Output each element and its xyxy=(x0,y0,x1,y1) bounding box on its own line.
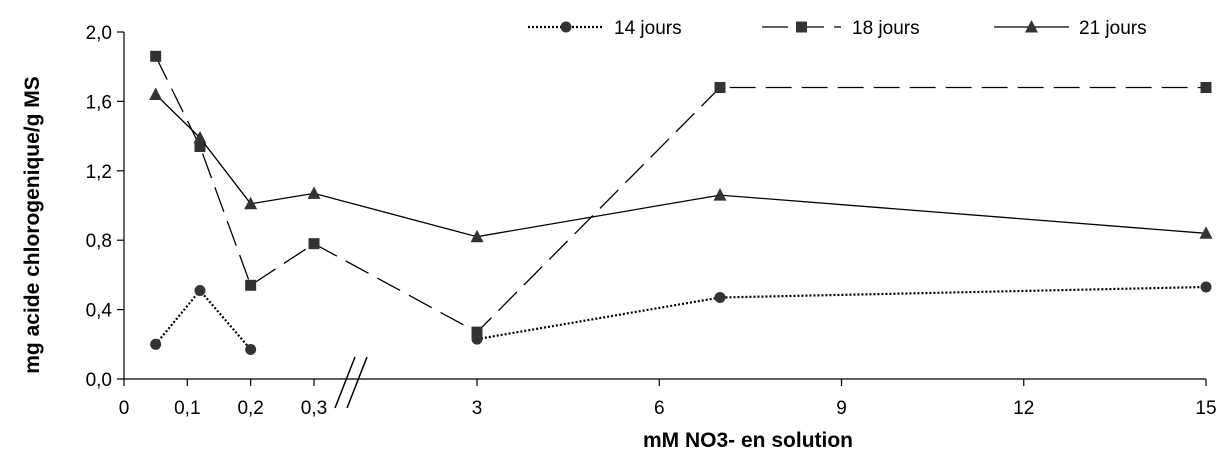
data-point xyxy=(244,196,258,210)
y-tick-label: 2,0 xyxy=(86,23,112,44)
data-point xyxy=(307,186,321,199)
legend-item: 18 jours xyxy=(762,18,920,39)
data-point xyxy=(713,188,727,201)
series-18-jours xyxy=(150,50,1212,338)
data-point xyxy=(1199,226,1213,239)
data-point xyxy=(193,130,207,144)
data-point xyxy=(714,82,726,94)
axis-break-mark xyxy=(334,356,356,409)
y-tick-label: 0,0 xyxy=(86,370,112,391)
x-tick-label: 0,2 xyxy=(237,398,263,419)
data-point xyxy=(1200,82,1212,94)
x-tick-label: 12 xyxy=(1013,398,1034,419)
data-point xyxy=(149,87,163,100)
x-tick-label: 0 xyxy=(119,398,130,419)
series-line xyxy=(154,288,252,351)
data-point xyxy=(150,50,162,62)
series-14-jours xyxy=(150,281,1212,356)
x-tick-label: 0,3 xyxy=(301,398,327,419)
data-point xyxy=(714,291,726,303)
legend-marker xyxy=(1025,20,1038,33)
data-point xyxy=(150,338,162,350)
y-tick-label: 1,2 xyxy=(86,162,112,183)
data-point xyxy=(245,279,257,291)
axes: 0,0 0,4 0,8 1,2 1,6 2,0 0 0,1 0,2 0,3 3 6 9 12 15 xyxy=(86,23,1217,419)
series-line xyxy=(476,285,1207,341)
axis-break-mark xyxy=(346,356,368,409)
data-point xyxy=(471,326,483,338)
legend-item: 14 jours xyxy=(528,18,682,39)
series-layer xyxy=(149,50,1213,356)
data-point xyxy=(194,285,206,297)
data-point xyxy=(1200,281,1212,293)
x-tick-label: 3 xyxy=(472,398,483,419)
x-tick-label: 0,1 xyxy=(174,398,200,419)
x-tick-label: 6 xyxy=(654,398,665,419)
y-tick-label: 0,8 xyxy=(86,231,112,252)
legend-label: 21 jours xyxy=(1079,18,1147,39)
x-axis-title: mM NO3- en solution xyxy=(643,429,853,452)
data-point xyxy=(308,238,320,250)
data-point xyxy=(194,141,206,153)
data-point xyxy=(470,229,484,243)
legend-item: 21 jours xyxy=(994,18,1147,39)
y-tick-label: 0,4 xyxy=(86,301,113,322)
series-21-jours xyxy=(149,87,1213,243)
data-point xyxy=(245,344,257,356)
series-line xyxy=(155,94,1207,238)
y-tick-label: 1,6 xyxy=(86,92,112,113)
legend-label: 18 jours xyxy=(852,18,920,39)
legend-marker xyxy=(796,21,807,33)
legend-marker xyxy=(560,21,572,33)
y-axis-title: mg acide chlorogenique/g MS xyxy=(21,76,44,374)
legend: 14 jours 18 jours 21 jours xyxy=(528,18,1147,39)
legend-label: 14 jours xyxy=(614,18,682,39)
x-tick-label: 9 xyxy=(836,398,847,419)
x-tick-label: 15 xyxy=(1195,398,1216,419)
